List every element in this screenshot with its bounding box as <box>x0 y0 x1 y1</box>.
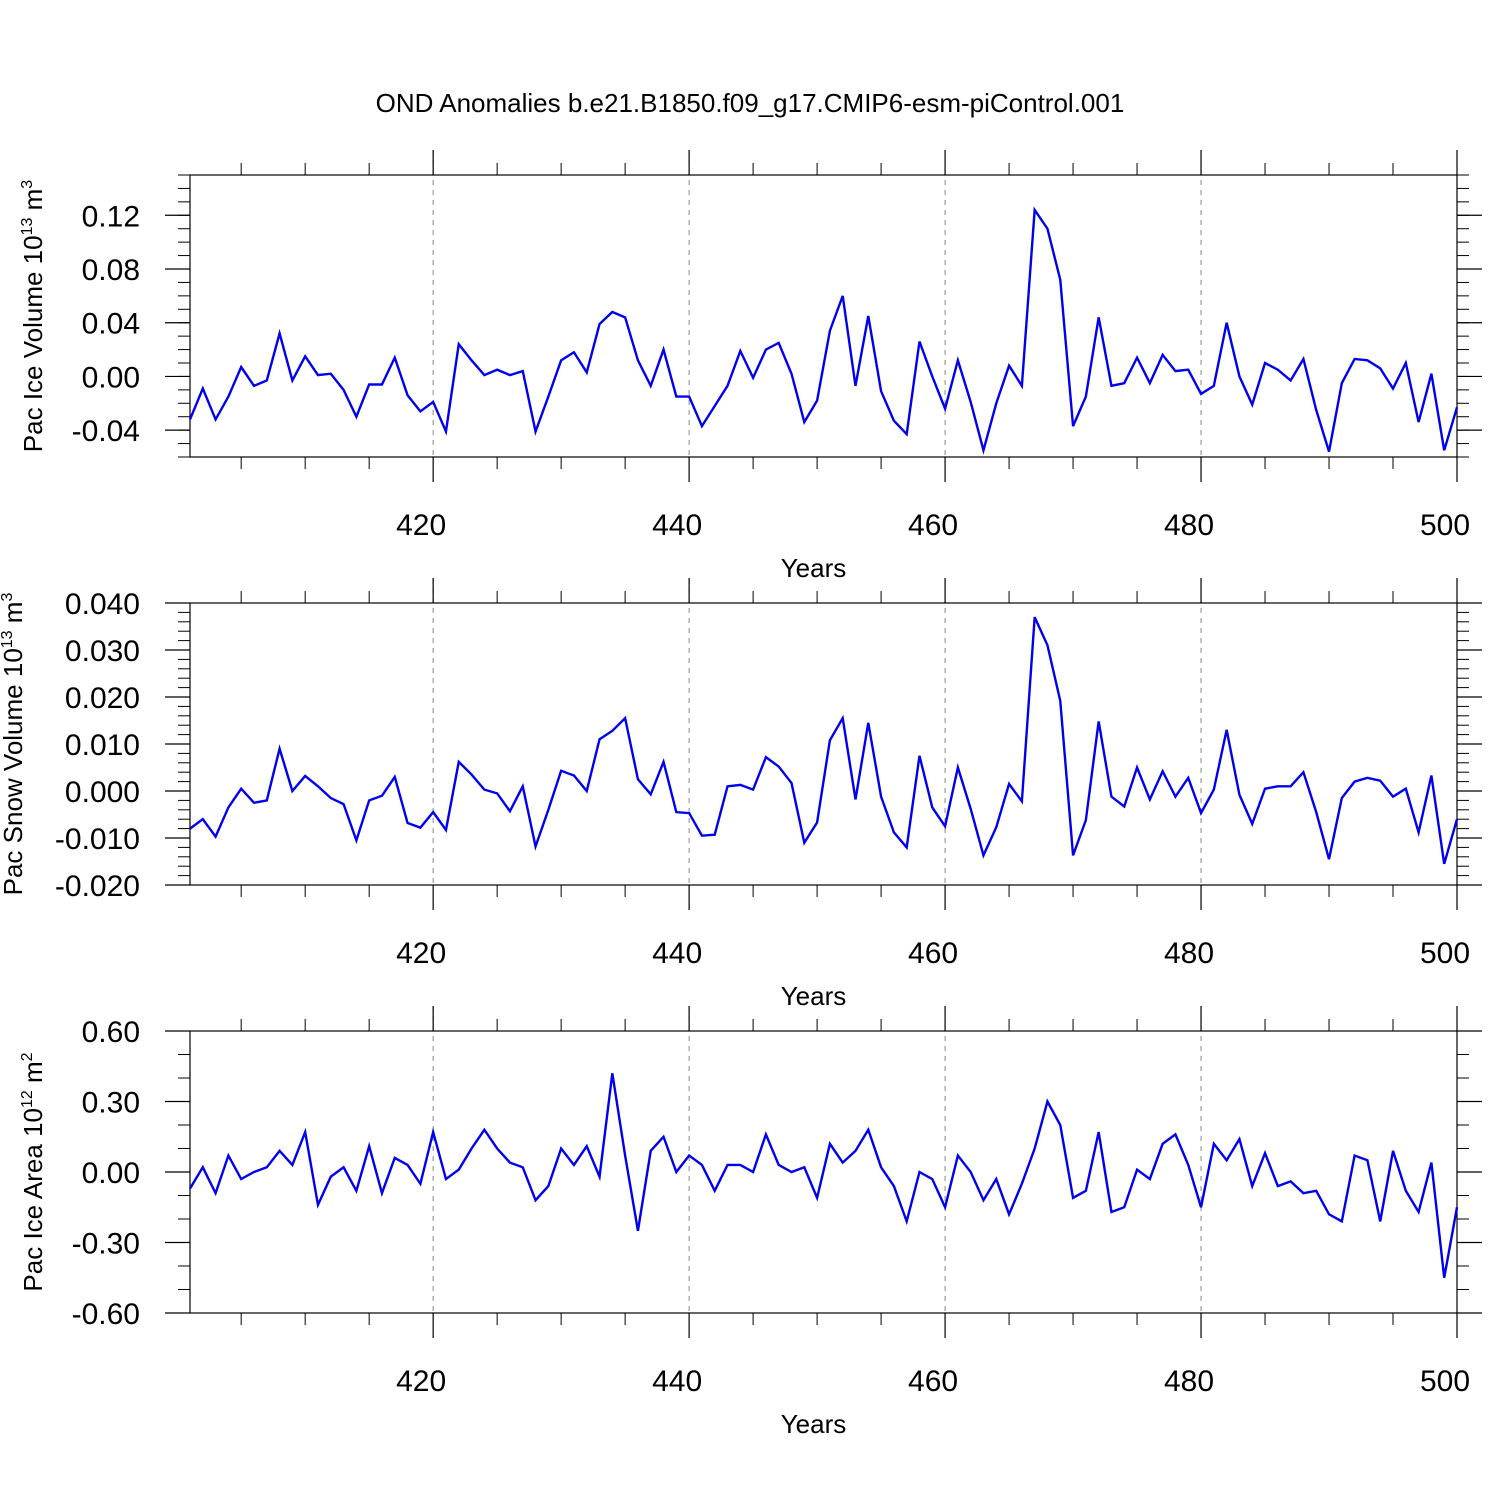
x-tick-label: 500 <box>1420 937 1470 970</box>
y-tick-label: -0.010 <box>55 823 140 856</box>
y-tick-label: 0.030 <box>65 635 140 668</box>
x-tick-label: 480 <box>1164 509 1214 542</box>
x-tick-label: 440 <box>652 1365 702 1398</box>
x-tick-label: 480 <box>1164 937 1214 970</box>
x-tick-label: 440 <box>652 937 702 970</box>
x-tick-label: 440 <box>652 509 702 542</box>
x-tick-label: 500 <box>1420 1365 1470 1398</box>
x-tick-label: 420 <box>396 1365 446 1398</box>
y-axis-title-unit-exponent: 3 <box>19 180 36 189</box>
y-tick-label: -0.30 <box>72 1228 140 1261</box>
series-line <box>188 206 1459 455</box>
x-tick-label: 500 <box>1420 509 1470 542</box>
x-tick-label: 460 <box>908 509 958 542</box>
series-line <box>189 616 1459 865</box>
y-tick-label: 0.30 <box>82 1087 140 1120</box>
y-tick-label: 0.60 <box>82 1016 140 1049</box>
panel-snow-volume: 420 440 460 480 500 -0.020 -0.010 0.000 0.010 0.0… <box>0 578 1482 1011</box>
x-axis-title: Years <box>781 553 847 583</box>
x-axis-title: Years <box>781 1409 847 1439</box>
series-line <box>188 1073 1459 1278</box>
plot-frame <box>189 174 1458 458</box>
chart-title: OND Anomalies b.e21.B1850.f09_g17.CMIP6-… <box>376 88 1125 118</box>
y-axis-title: Pac Snow Volume 1013 m3 <box>0 593 28 896</box>
y-axis-title-main: Pac Ice Volume 10 <box>18 235 48 452</box>
x-tick-label: 480 <box>1164 1365 1214 1398</box>
x-tick-label: 420 <box>396 937 446 970</box>
x-tick-label: 460 <box>908 1365 958 1398</box>
y-axis-title-unit: m <box>18 1061 48 1090</box>
y-tick-label: -0.020 <box>55 870 140 903</box>
y-tick-label: -0.60 <box>72 1298 140 1331</box>
x-axis-title: Years <box>781 981 847 1011</box>
y-tick-label: 0.00 <box>82 361 140 394</box>
y-axis-title-exponent: 13 <box>0 630 16 648</box>
y-tick-label: 0.020 <box>65 682 140 715</box>
y-tick-label: 0.04 <box>82 308 140 341</box>
plot-frame <box>189 602 1458 886</box>
y-axis-title-main: Pac Snow Volume 10 <box>0 648 28 895</box>
y-axis-title-unit: m <box>18 189 48 218</box>
y-tick-label: 0.010 <box>65 729 140 762</box>
y-axis-title-unit-exponent: 2 <box>19 1052 36 1061</box>
x-tick-label: 460 <box>908 937 958 970</box>
y-tick-label: 0.040 <box>65 588 140 621</box>
panels-group: 420 440 460 480 500 -0.04 0.00 0.04 0.08 0.12 Year… <box>0 150 1482 1439</box>
panel-ice-area: 420 440 460 480 500 -0.60 -0.30 0.00 0.30 0.60 Yea… <box>18 1006 1482 1439</box>
y-tick-label: 0.08 <box>82 254 140 287</box>
y-axis-title-unit: m <box>0 602 28 631</box>
y-tick-label: 0.000 <box>65 776 140 809</box>
y-axis-title-exponent: 13 <box>19 217 36 235</box>
y-axis-title: Pac Ice Area 1012 m2 <box>18 1052 48 1291</box>
x-tick-label: 420 <box>396 509 446 542</box>
y-axis-title-exponent: 12 <box>19 1090 36 1108</box>
y-axis-title-main: Pac Ice Area 10 <box>18 1108 48 1292</box>
panel-ice-volume: 420 440 460 480 500 -0.04 0.00 0.04 0.08 0.12 Year… <box>18 150 1482 583</box>
y-axis-title: Pac Ice Volume 1013 m3 <box>18 180 48 453</box>
y-axis-title-unit-exponent: 3 <box>0 593 16 602</box>
y-tick-label: 0.00 <box>82 1157 140 1190</box>
y-tick-label: -0.04 <box>72 415 140 448</box>
y-tick-label: 0.12 <box>82 200 140 233</box>
